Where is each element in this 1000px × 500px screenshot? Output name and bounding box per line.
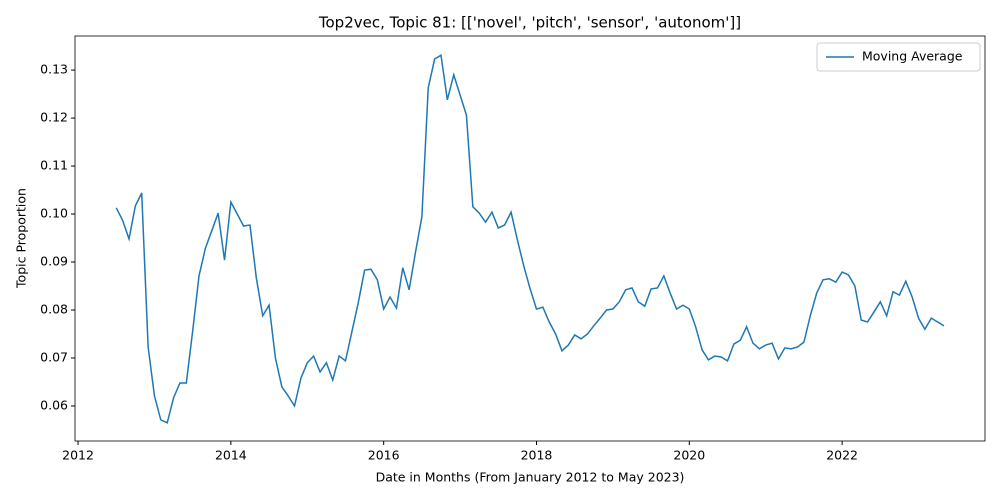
legend-label: Moving Average (862, 49, 963, 64)
y-tick-label: 0.12 (40, 110, 68, 125)
x-tick-label: 2014 (215, 448, 247, 463)
chart-title: Top2vec, Topic 81: [['novel', 'pitch', '… (318, 14, 741, 32)
y-tick-label: 0.08 (40, 301, 68, 316)
y-tick-label: 0.11 (40, 158, 68, 173)
y-tick-label: 0.06 (40, 397, 68, 412)
y-tick-label: 0.10 (40, 206, 68, 221)
x-tick-label: 2022 (826, 448, 858, 463)
y-tick-label: 0.09 (40, 254, 68, 269)
data-line (115, 53, 945, 424)
x-tick-label: 2012 (62, 448, 94, 463)
y-tick-label: 0.13 (40, 62, 68, 77)
x-axis-label: Date in Months (From January 2012 to May… (376, 470, 685, 485)
x-tick-label: 2016 (368, 448, 400, 463)
y-tick-label: 0.07 (40, 349, 68, 364)
x-tick-label: 2020 (673, 448, 705, 463)
plot-frame (74, 35, 986, 442)
x-tick-label: 2018 (521, 448, 553, 463)
y-axis-label: Topic Proportion (14, 188, 29, 289)
legend-box (816, 42, 981, 72)
